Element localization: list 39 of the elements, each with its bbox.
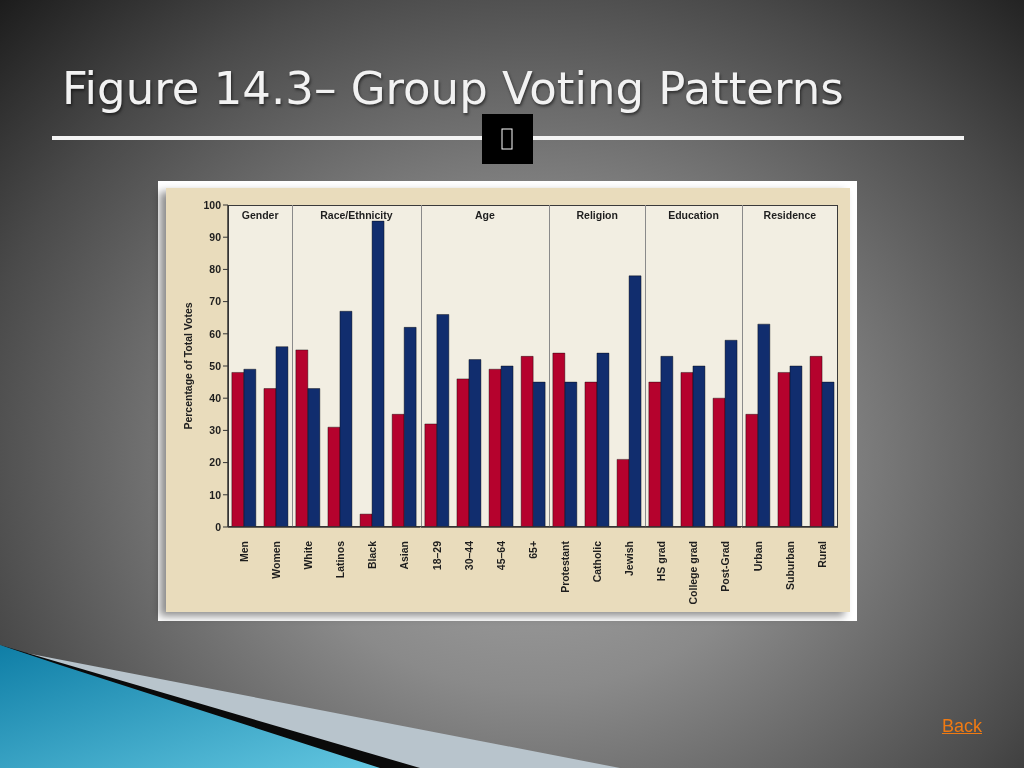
chart-title: Age [474,209,495,221]
x-tick-label: Protestant [559,540,571,593]
chart-title: Education [668,209,719,221]
x-tick-label: Suburban [784,541,796,590]
y-tick-label: 30 [209,425,222,437]
y-tick-label: 80 [209,264,222,276]
y-tick-label: 70 [209,296,222,308]
x-tick-label: Urban [752,541,764,572]
x-tick-label: Rural [816,540,828,568]
y-tick-label: 40 [209,392,222,404]
x-tick-label: 18–29 [431,540,443,571]
x-tick-label: Catholic [591,540,603,583]
x-tick-label: Black [367,540,379,569]
y-tick-label: 0 [215,521,222,533]
y-tick-label: 60 [209,328,222,340]
x-tick-label: College grad [688,541,700,605]
x-tick-label: 45–64 [495,540,507,571]
chart-title: Religion [576,209,618,221]
x-tick-label: Men [238,540,250,562]
y-axis-title: Percentage of Total Votes [182,302,194,430]
x-tick-label: 30–44 [463,540,475,571]
x-tick-label: Asian [399,540,411,570]
y-tick-label: 50 [209,360,222,372]
y-tick-label: 100 [203,199,222,211]
x-tick-label: HS grad [656,541,668,582]
chart-title: Gender [241,209,279,221]
x-tick-label: Women [270,540,282,579]
chart-title: Residence [763,209,817,221]
chart-title: Race/Ethnicity [320,209,393,221]
x-tick-label: Latinos [335,540,347,579]
x-tick-label: Jewish [623,541,635,576]
text: Figure 14.3– Group Voting Patterns [62,62,844,115]
x-tick-label: White [302,540,314,570]
x-tick-label: Post-Grad [720,541,732,592]
y-tick-label: 90 [209,231,222,243]
y-tick-label: 10 [209,489,222,501]
text: Back [941,716,982,737]
x-tick-label: 65+ [527,540,539,559]
y-tick-label: 20 [209,457,222,469]
